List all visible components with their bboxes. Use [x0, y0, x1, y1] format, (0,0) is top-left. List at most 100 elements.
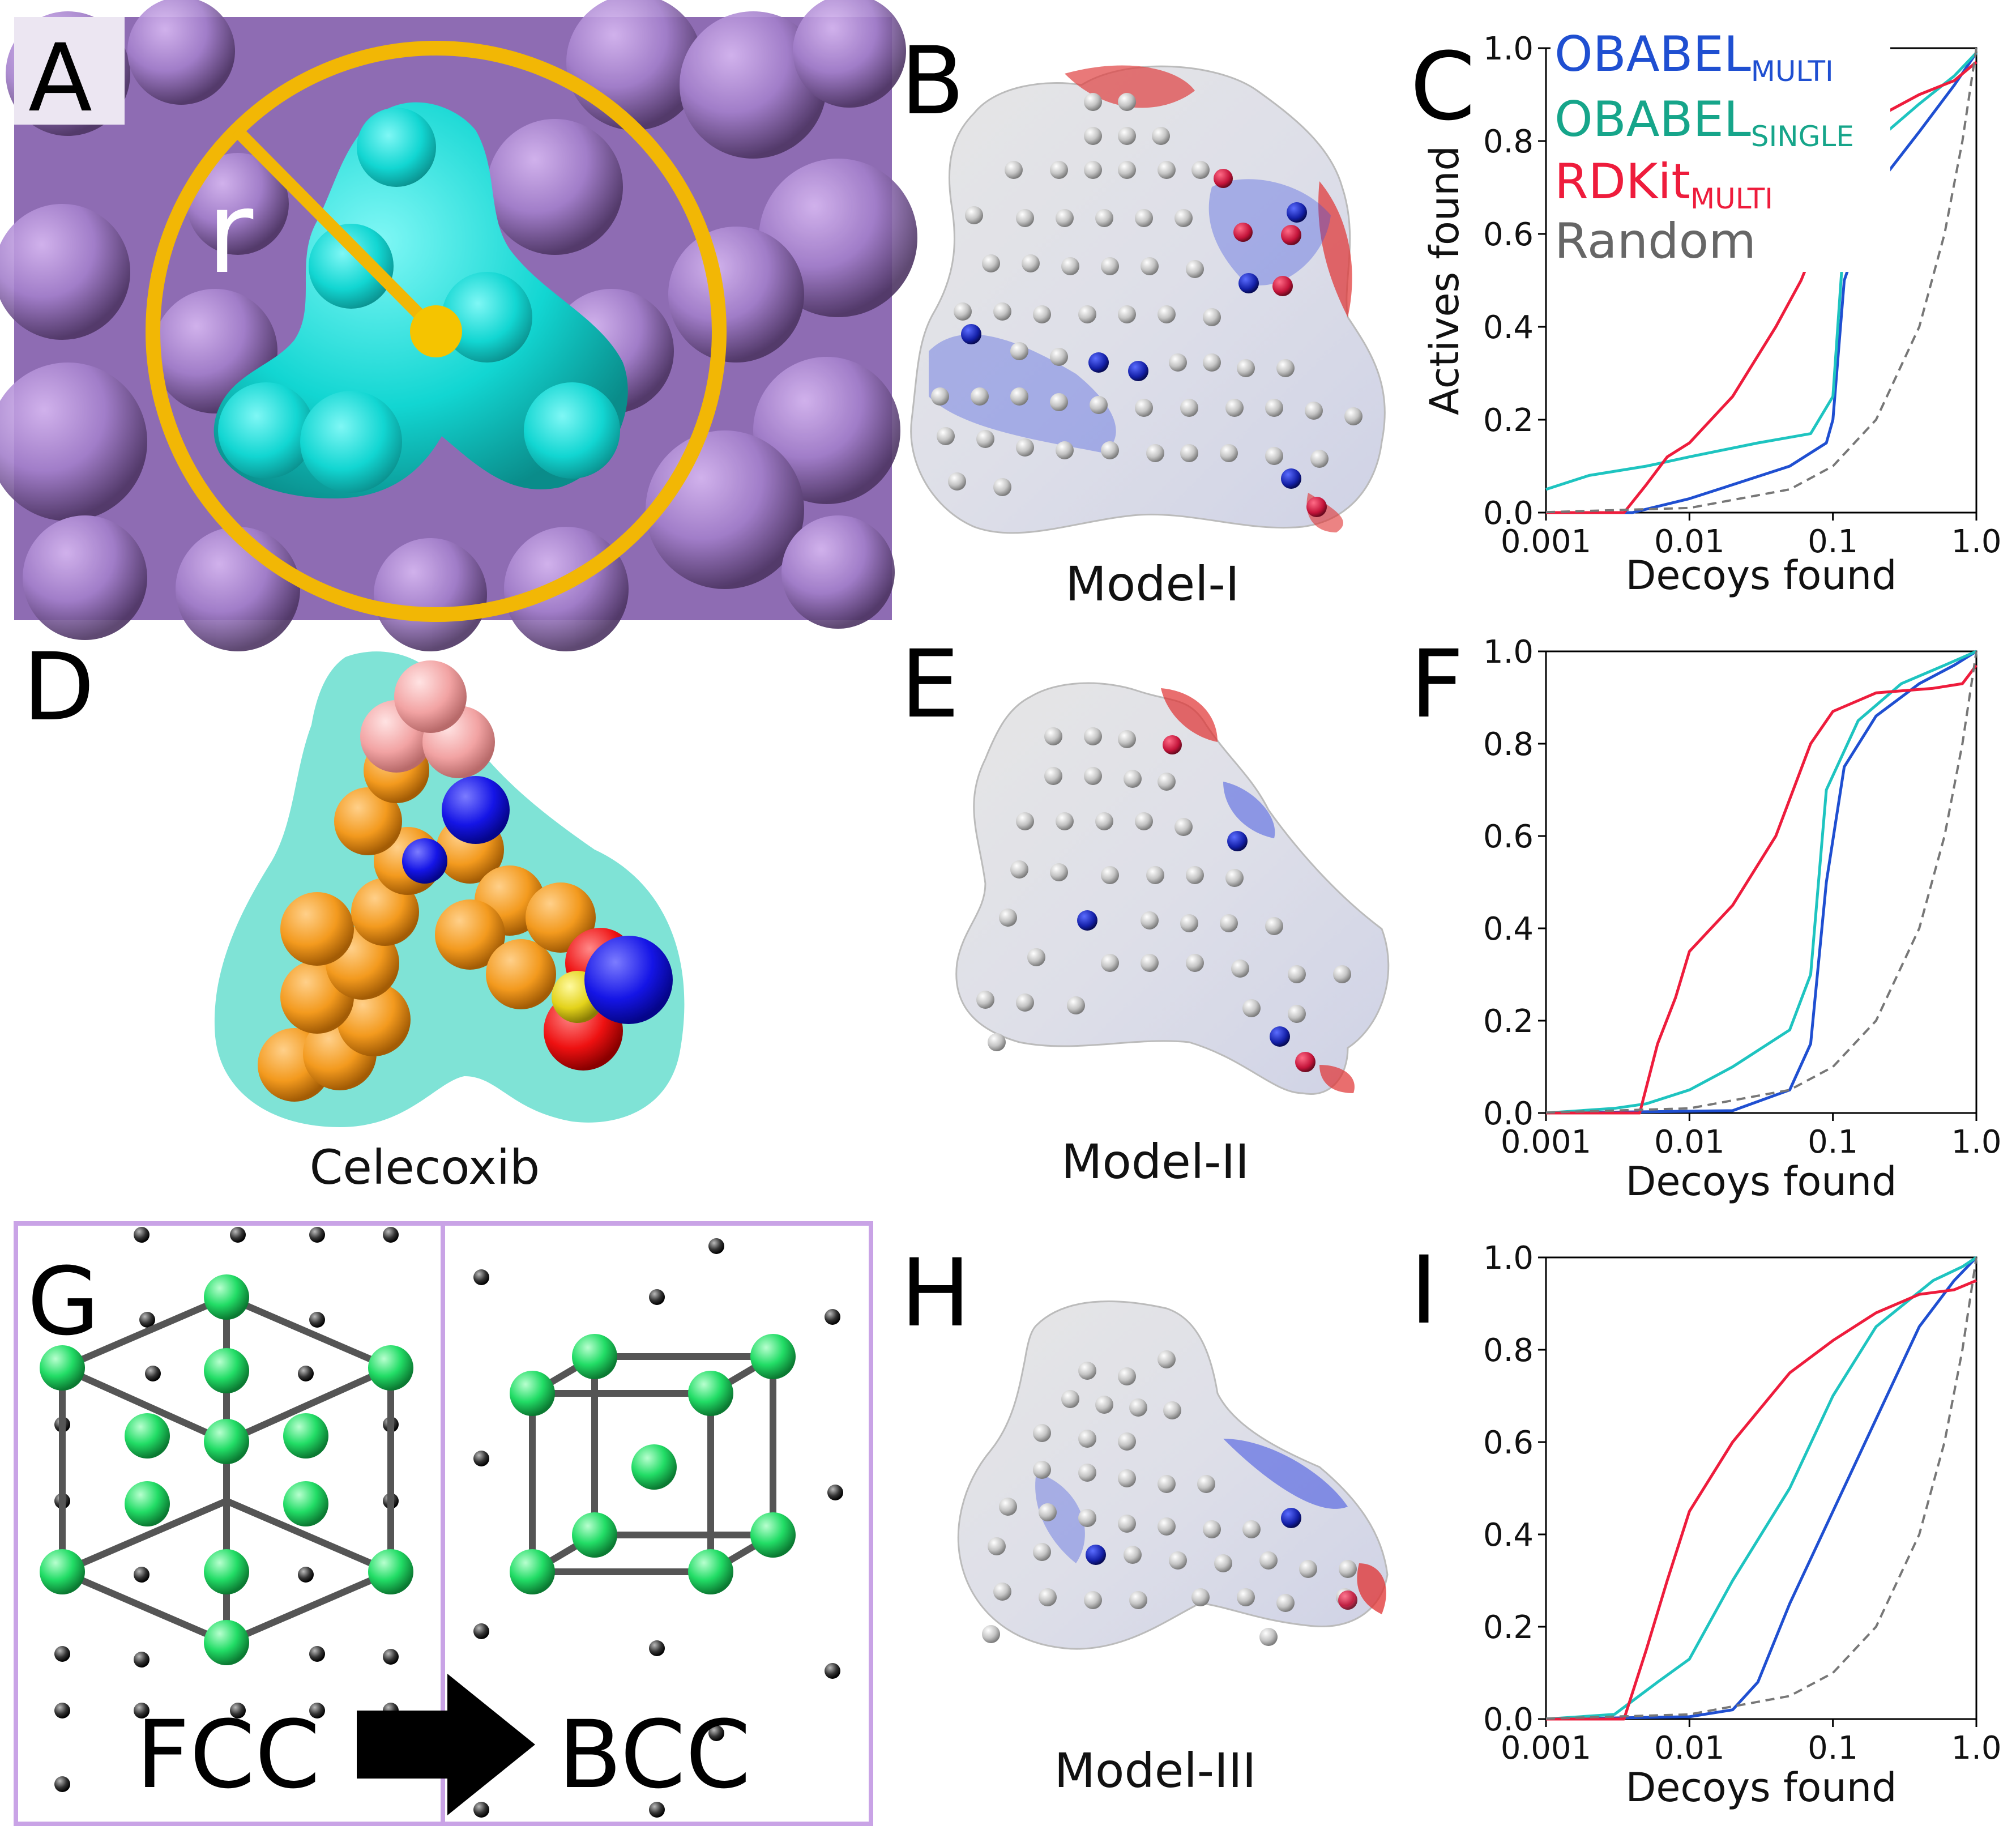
- chart-f-series-obabel-single: [1545, 650, 1977, 1115]
- lattice-label-bcc: BCC: [558, 1700, 751, 1809]
- chart-i-series-obabel-multi: [1545, 1256, 1977, 1721]
- chart-i-xtick-label: 0.01: [1654, 1730, 1725, 1767]
- chart-c-series-obabel-multi: [1546, 52, 1978, 514]
- chart-c-series-obabel-single: [1545, 52, 1977, 491]
- chart-f-xtick-label: 0.01: [1654, 1124, 1725, 1161]
- chart-i-series-obabel-single: [1545, 1256, 1977, 1721]
- bcc-cell: [510, 1334, 796, 1594]
- chart-c-series-rdkit-multi: [1546, 61, 1977, 514]
- radius-label: r: [207, 167, 254, 299]
- lattice-label-fcc: FCC: [136, 1700, 320, 1809]
- chart-f-frame: [1545, 650, 1977, 1114]
- ligand-surface: [213, 102, 628, 498]
- legend-random: Random: [1554, 213, 1756, 270]
- model-ii-spheres: [976, 727, 1351, 1072]
- celecoxib-atoms: [258, 660, 673, 1102]
- model-i-spheres: [931, 93, 1362, 517]
- panel-label-a: A: [28, 24, 92, 133]
- legend-rdkit-multi: RDKitMULTI: [1554, 153, 1773, 215]
- chart-i-xlabel: Decoys found: [1625, 1764, 1897, 1811]
- caption-celecoxib: Celecoxib: [310, 1140, 540, 1195]
- legend-background: [1551, 34, 1890, 272]
- chart-c-ylabel: Actives found: [1421, 146, 1468, 415]
- chart-c-series-random: [1545, 48, 1977, 514]
- center-dot: [410, 305, 462, 357]
- panel-a: r A: [0, 0, 917, 651]
- panel-e: E Model-II: [900, 630, 1390, 1189]
- chart-i-series-rdkit-multi: [1546, 1279, 1977, 1721]
- panel-a-label-bg: [14, 17, 125, 125]
- chart-f-ytick-label: 1.0: [1483, 634, 1534, 671]
- chart-f-series-obabel-multi: [1545, 650, 1977, 1115]
- chart-i-ytick-label: 0.4: [1483, 1517, 1534, 1554]
- model-i-red-patch-2: [1318, 181, 1352, 317]
- panel-label-e: E: [900, 630, 959, 739]
- caption-model-i: Model-I: [1065, 556, 1239, 612]
- chart-i-xtick-label: 1.0: [1951, 1730, 2001, 1767]
- chart-i-ytick-label: 0.0: [1483, 1701, 1534, 1738]
- chart-c-xtick-label: 0.1: [1808, 523, 1858, 560]
- chart-i-ytick-label: 1.0: [1483, 1240, 1534, 1277]
- chart-c-ytick-label: 0.8: [1483, 123, 1534, 160]
- panel-b: B Model-I: [900, 27, 1386, 612]
- chart-c-ytick-label: 0.2: [1483, 402, 1534, 439]
- model-iii-red-patch: [1357, 1563, 1386, 1614]
- chart-c: 0.001 0.01 0.1 1.0 0.0 0.2 0.4 0.6 0.8 1.0 Decoys…: [1421, 26, 2002, 599]
- legend-obabel-multi: OBABELMULTI: [1554, 26, 1834, 88]
- chart-c-xtick-label: 0.01: [1654, 523, 1725, 560]
- panel-label-g: G: [27, 1247, 100, 1356]
- model-iii-spheres: [982, 1350, 1357, 1646]
- panel-h: H Model-III: [900, 1239, 1389, 1798]
- chart-c-ytick-label: 1.0: [1483, 31, 1534, 67]
- panel-label-f: F: [1410, 630, 1464, 739]
- chart-f-xtick-label: 1.0: [1951, 1124, 2001, 1161]
- chart-c-xlabel: Decoys found: [1625, 552, 1897, 599]
- model-i-surface: [910, 65, 1386, 534]
- chart-f-xtick-label: 0.1: [1808, 1124, 1858, 1161]
- chart-f-xtick-label: 0.001: [1501, 1124, 1591, 1161]
- chart-i: 0.001 0.01 0.1 1.0 0.0 0.2 0.4 0.6 0.8 1.0 Decoys…: [1483, 1240, 2002, 1811]
- model-ii-blue-patch: [1223, 782, 1275, 838]
- chart-c-ytick-label: 0.6: [1483, 216, 1534, 253]
- panel-d: D Celecoxib: [23, 633, 685, 1195]
- chart-i-series-random: [1545, 1257, 1977, 1720]
- chart-f-ytick-label: 0.8: [1483, 726, 1534, 763]
- legend-obabel-single: OBABELSINGLE: [1554, 91, 1854, 153]
- fcc-cell: [40, 1274, 413, 1665]
- panel-label-b: B: [900, 27, 964, 135]
- chart-f-series-random: [1545, 651, 1977, 1114]
- chart-f-ytick-label: 0.2: [1483, 1003, 1534, 1040]
- chart-c-xtick-label: 0.001: [1501, 523, 1591, 560]
- caption-model-ii: Model-II: [1061, 1134, 1249, 1189]
- chart-i-xtick-label: 0.001: [1501, 1730, 1591, 1767]
- chart-i-ytick-label: 0.8: [1483, 1332, 1534, 1369]
- panel-label-h: H: [900, 1239, 971, 1347]
- panel-g: G FCC BCC: [14, 1221, 873, 1826]
- chart-i-frame: [1545, 1256, 1977, 1720]
- chart-f-ytick-label: 0.0: [1483, 1095, 1534, 1132]
- chart-f: 0.001 0.01 0.1 1.0 0.0 0.2 0.4 0.6 0.8 1.0 Decoys…: [1483, 634, 2002, 1205]
- panel-label-c: C: [1410, 32, 1475, 141]
- protein-surface-bumps: [0, 0, 917, 651]
- chart-f-series-rdkit-multi: [1546, 664, 1977, 1115]
- chart-f-xlabel: Decoys found: [1625, 1158, 1897, 1205]
- chart-c-xtick-label: 1.0: [1951, 523, 2001, 560]
- chart-f-ytick-label: 0.4: [1483, 911, 1534, 948]
- arrow-fcc-to-bcc: [357, 1674, 535, 1815]
- chart-i-ytick-label: 0.2: [1483, 1609, 1534, 1646]
- model-ii-red-patch: [1161, 688, 1218, 742]
- panel-label-i: I: [1410, 1236, 1438, 1345]
- radius-line: [232, 126, 441, 336]
- caption-model-iii: Model-III: [1054, 1743, 1257, 1798]
- chart-c-ytick-label: 0.0: [1483, 495, 1534, 532]
- model-ii-red-patch-2: [1319, 1065, 1355, 1093]
- model-iii-blue-patch-2: [1035, 1473, 1085, 1563]
- chart-c-ytick-label: 0.4: [1483, 309, 1534, 346]
- binding-site-circle: [146, 41, 727, 622]
- model-iii-surface: [957, 1300, 1389, 1650]
- chart-f-ytick-label: 0.6: [1483, 818, 1534, 855]
- model-iii-blue-patch: [1223, 1439, 1348, 1509]
- chart-i-xtick-label: 0.1: [1808, 1730, 1858, 1767]
- panel-label-d: D: [23, 633, 95, 741]
- chart-i-ytick-label: 0.6: [1483, 1425, 1534, 1461]
